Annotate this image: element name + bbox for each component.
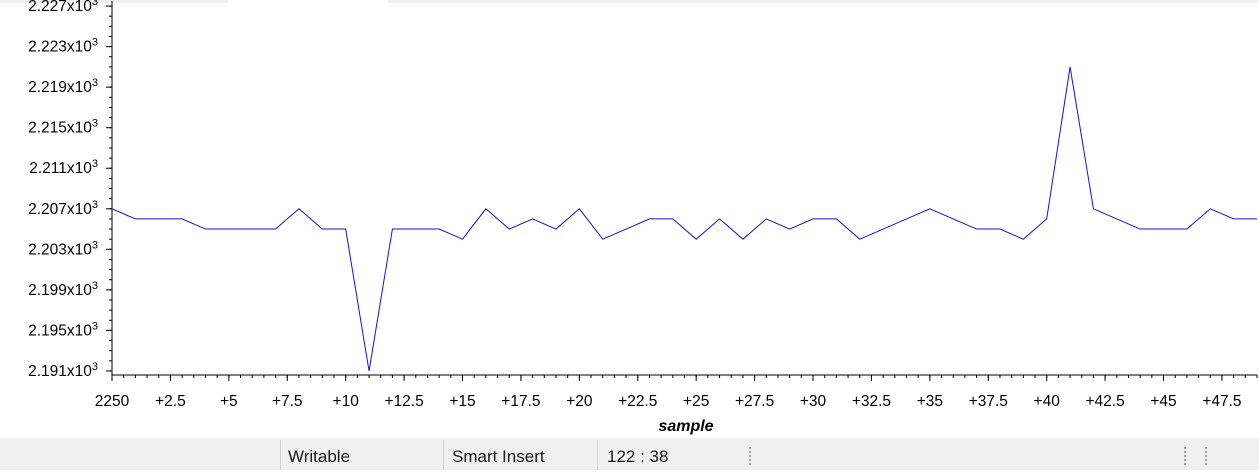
x-tick-label: +47.5 (1202, 393, 1241, 410)
x-tick-label: +35 (917, 393, 943, 410)
y-tick-label: 2.215x103 (28, 118, 98, 137)
x-tick-label: +12.5 (384, 393, 423, 410)
x-tick-label: +25 (683, 393, 709, 410)
x-tick-label: +30 (800, 393, 827, 410)
x-tick-label: +37.5 (969, 393, 1008, 410)
series-line (111, 66, 1257, 372)
x-axis: 2250 +2.5 +5 +7.5 +10 +12.5 +15 +17.5 +20 +22.5 +2… (95, 374, 1258, 410)
y-tick-label: 2.203x103 (28, 239, 98, 258)
y-tick-label: 2.219x103 (28, 77, 98, 96)
status-separator (597, 440, 598, 470)
x-tick-label: 2250 (95, 393, 130, 410)
x-tick-label: +17.5 (501, 393, 540, 410)
x-tick-label: +22.5 (618, 393, 657, 410)
status-separator (443, 440, 444, 470)
y-tick-label: 2.195x103 (28, 320, 98, 339)
status-mode: Writable (288, 447, 351, 466)
x-tick-label: +42.5 (1085, 393, 1124, 410)
x-tick-label: +40 (1034, 393, 1061, 410)
x-tick-label: +20 (566, 393, 593, 410)
x-tick-label: +45 (1150, 393, 1176, 410)
top-strip (0, 0, 1259, 3)
status-insert-mode: Smart Insert (452, 447, 545, 466)
y-tick-label: 2.191x103 (28, 361, 98, 380)
x-tick-label: +27.5 (735, 393, 774, 410)
x-tick-label: +32.5 (852, 393, 891, 410)
y-tick-label: 2.211x103 (29, 158, 98, 177)
x-axis-label: sample (658, 418, 713, 435)
y-tick-label: 2.199x103 (28, 280, 98, 299)
status-grip-icon (1184, 447, 1186, 467)
series-group (111, 66, 1257, 372)
status-bar: Writable Smart Insert 122 : 38 (0, 438, 1259, 470)
x-tick-label: +15 (449, 393, 475, 410)
status-separator (280, 440, 281, 470)
line-chart: 2.191x103 2.195x103 2.199x103 2.203x103 2.20… (28, 0, 1258, 435)
y-tick-label: 2.227x103 (28, 0, 98, 15)
x-tick-label: +2.5 (155, 393, 186, 410)
status-grip-icon (1205, 447, 1207, 467)
x-tick-label: +10 (333, 393, 360, 410)
x-tick-label: +7.5 (272, 393, 303, 410)
status-cursor-position: 122 : 38 (607, 447, 669, 466)
y-tick-label: 2.207x103 (28, 199, 98, 218)
status-grip-icon (749, 447, 751, 467)
y-axis: 2.191x103 2.195x103 2.199x103 2.203x103 2.20… (28, 0, 113, 380)
x-tick-label: +5 (220, 393, 238, 410)
y-tick-label: 2.223x103 (28, 37, 98, 56)
